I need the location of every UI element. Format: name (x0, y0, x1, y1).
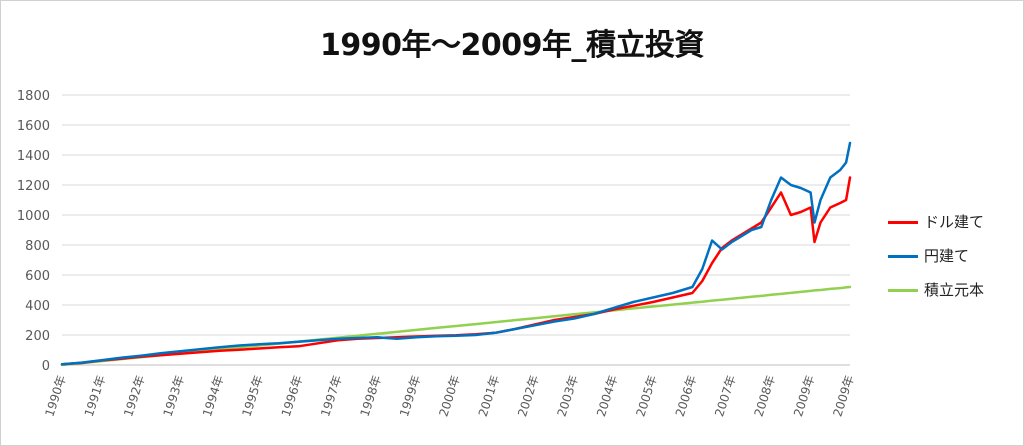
x-tick-label-15: 2005年 (633, 374, 659, 419)
x-tick-label-1: 1991年 (82, 374, 108, 419)
legend-swatch-1 (888, 255, 918, 258)
x-tick-label-14: 2004年 (594, 374, 620, 419)
series-line-2 (60, 285, 852, 367)
y-tick-label-9: 1800 (17, 89, 50, 104)
y-tick-label-4: 800 (25, 239, 50, 254)
y-tick-label-0: 0 (42, 359, 50, 374)
legend-swatch-0 (888, 221, 918, 224)
x-tick-label-19: 2009年 (791, 374, 817, 419)
x-tick-label-12: 2002年 (515, 374, 541, 419)
x-tick-label-5: 1995年 (239, 374, 265, 419)
y-tick-label-2: 400 (25, 299, 50, 314)
chart-title: 1990年〜2009年_積立投資 (320, 28, 705, 63)
y-tick-label-6: 1200 (17, 179, 50, 194)
x-tick-label-0: 1990年 (42, 374, 68, 419)
x-tick-label-18: 2008年 (752, 374, 778, 419)
x-tick-label-3: 1993年 (161, 374, 187, 419)
series-line-0 (60, 176, 852, 366)
y-tick-label-1: 200 (25, 329, 50, 344)
x-tick-label-2: 1992年 (121, 374, 147, 419)
x-tick-label-6: 1996年 (279, 374, 305, 419)
y-tick-label-8: 1600 (17, 119, 50, 134)
x-tick-label-9: 1999年 (397, 374, 423, 419)
x-tick-label-7: 1997年 (318, 374, 344, 419)
x-tick-label-13: 2003年 (555, 374, 581, 419)
x-tick-label-16: 2006年 (673, 374, 699, 419)
legend-swatch-2 (888, 289, 918, 292)
y-tick-label-7: 1400 (17, 149, 50, 164)
legend-label-0: ドル建て (924, 213, 985, 231)
x-tick-label-8: 1998年 (358, 374, 384, 419)
y-tick-label-5: 1000 (17, 209, 50, 224)
x-tick-label-20: 2009年 (830, 374, 856, 419)
x-tick-label-11: 2001年 (476, 374, 502, 419)
x-tick-label-4: 1994年 (200, 374, 226, 419)
x-tick-label-10: 2000年 (436, 374, 462, 419)
legend-label-1: 円建て (924, 247, 970, 265)
legend-label-2: 積立元本 (924, 281, 985, 299)
series-line-1 (60, 141, 852, 366)
y-tick-label-3: 600 (25, 269, 50, 284)
x-tick-label-17: 2007年 (712, 374, 738, 419)
